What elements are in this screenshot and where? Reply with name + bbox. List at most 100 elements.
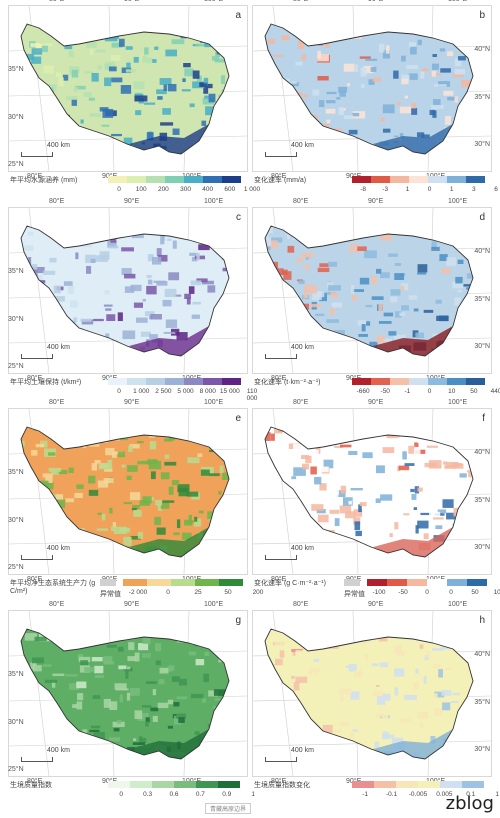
raster-patch (21, 479, 33, 484)
raster-patch (305, 701, 316, 709)
legend-swatch (352, 176, 371, 183)
raster-patch (399, 133, 404, 139)
raster-patch (205, 232, 215, 236)
raster-patch (35, 117, 43, 126)
raster-patch (157, 96, 163, 100)
legend-tick: 1 (405, 186, 410, 193)
raster-patch (159, 78, 172, 85)
raster-patch (462, 298, 473, 307)
raster-patch (70, 125, 76, 129)
raster-patch (440, 68, 451, 73)
raster-patch (383, 312, 394, 317)
lat-label-left: 30°N (8, 517, 24, 524)
legend-swatch (409, 176, 428, 183)
raster-patch (302, 529, 312, 538)
scale-label: 400 km (291, 142, 314, 149)
raster-patch (265, 232, 269, 239)
raster-patch (103, 478, 114, 484)
raster-patch (431, 246, 440, 251)
raster-patch (150, 471, 156, 480)
raster-patch (22, 750, 27, 754)
raster-patch (29, 331, 42, 334)
raster-patch (55, 499, 66, 509)
lat-label-right: 35°N (474, 497, 490, 504)
raster-patch (265, 104, 276, 108)
raster-patch (156, 752, 164, 758)
map-panel-f: f80°E90°E100°E80°E90°E100°E40°N35°N30°N4… (252, 399, 492, 583)
raster-patch (43, 65, 54, 74)
raster-patch (51, 471, 59, 475)
raster-patch (280, 344, 290, 352)
raster-patch (350, 284, 355, 294)
raster-patch (305, 455, 312, 464)
raster-patch (381, 710, 389, 719)
raster-patch (352, 452, 361, 461)
scale-label: 400 km (47, 747, 70, 754)
raster-patch (268, 283, 279, 288)
legend-tick: 0 (117, 388, 121, 395)
raster-patch (415, 332, 425, 339)
raster-patch (457, 289, 463, 293)
raster-patch (115, 688, 129, 691)
legend-title: 年平均土壤保持 (t/km²) (10, 379, 82, 386)
raster-patch (336, 490, 346, 498)
raster-patch (206, 133, 217, 137)
raster-patch (48, 467, 62, 472)
raster-patch (442, 702, 451, 711)
raster-patch (324, 40, 330, 48)
raster-patch (476, 538, 488, 541)
raster-patch (303, 152, 312, 154)
raster-patch (312, 748, 326, 754)
raster-patch (360, 67, 367, 77)
raster-patch (458, 56, 466, 61)
raster-patch (458, 332, 471, 337)
map-panel-h: h80°E90°E100°E80°E90°E100°E40°N35°N30°N4… (252, 601, 492, 785)
raster-patch (146, 57, 153, 64)
raster-patch (346, 659, 356, 664)
raster-patch (72, 427, 80, 429)
raster-patch (321, 355, 332, 356)
raster-patch (41, 317, 54, 323)
raster-patch (164, 454, 170, 459)
lat-label-left: 25°N (8, 564, 24, 571)
raster-patch (23, 348, 32, 353)
raster-patch (98, 463, 111, 470)
raster-patch (88, 97, 95, 101)
raster-patch (193, 352, 198, 356)
raster-patch (421, 68, 429, 72)
legend-color-ramp (108, 378, 241, 385)
raster-patch (432, 54, 437, 58)
raster-patch (296, 257, 303, 263)
raster-patch (382, 128, 391, 133)
lon-label-top: 90°E (124, 399, 140, 406)
panel-letter: f (482, 413, 485, 424)
plateau-boundary (20, 225, 230, 357)
raster-patch (150, 707, 159, 712)
raster-patch (97, 512, 102, 516)
raster-patch (229, 22, 234, 29)
raster-patch (389, 533, 393, 538)
raster-patch (382, 693, 391, 701)
raster-patch (380, 494, 393, 501)
legend-tick: 25 (194, 589, 202, 596)
raster-patch (183, 62, 191, 68)
raster-patch (225, 704, 229, 710)
raster-patch (281, 35, 290, 41)
raster-patch (348, 754, 355, 758)
raster-patch (309, 253, 315, 256)
raster-patch (106, 314, 116, 322)
raster-patch (42, 473, 53, 478)
raster-patch (113, 526, 127, 534)
raster-patch (33, 101, 46, 109)
raster-patch (438, 81, 451, 87)
raster-patch (61, 128, 71, 133)
raster-patch (160, 472, 170, 480)
raster-patch (130, 284, 142, 292)
raster-patch (410, 427, 421, 434)
raster-patch (334, 513, 340, 521)
raster-patch (304, 632, 309, 642)
raster-patch (112, 452, 117, 458)
raster-patch (317, 124, 330, 133)
raster-patch (343, 629, 354, 632)
raster-patch (446, 257, 456, 266)
